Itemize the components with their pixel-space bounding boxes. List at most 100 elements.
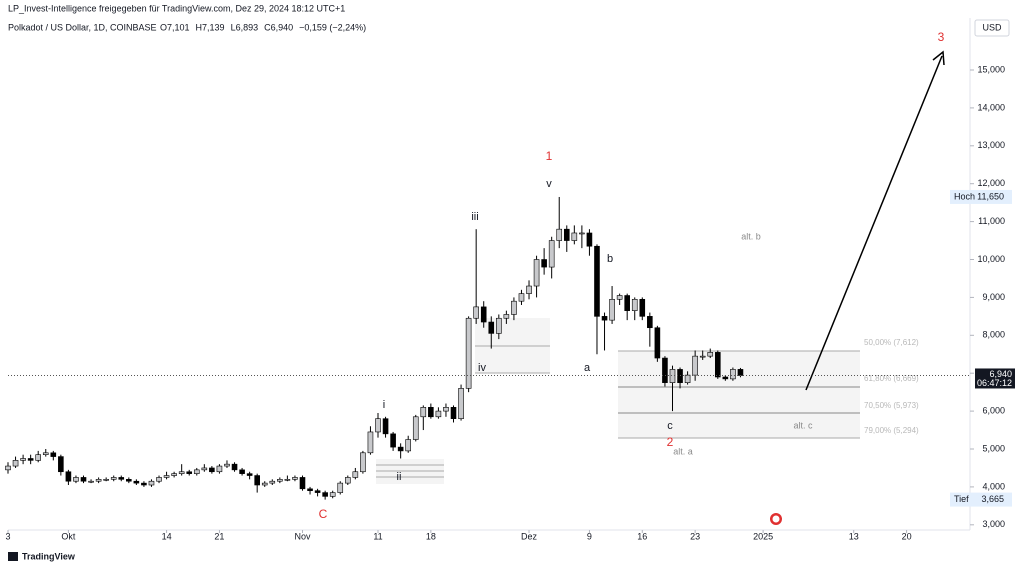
x-tick-label: 21 xyxy=(214,531,224,541)
candle-body xyxy=(458,388,464,419)
candle-body xyxy=(586,232,593,247)
candle-body xyxy=(12,460,19,467)
wave-label: ii xyxy=(397,471,402,483)
candle-body xyxy=(224,463,230,467)
candle-body xyxy=(5,465,11,471)
candle-body xyxy=(390,433,396,448)
candle-body xyxy=(367,431,374,454)
marker-name: Hoch xyxy=(954,191,975,201)
candle-body xyxy=(556,228,563,241)
countdown: 06:47:12 xyxy=(977,378,1012,388)
ohlc-value: O7,101 xyxy=(160,22,190,32)
candle-body xyxy=(375,418,381,433)
candle-body xyxy=(631,298,638,311)
candle-body xyxy=(307,488,313,491)
candle-body xyxy=(156,477,162,482)
wave-label: v xyxy=(546,178,552,190)
candle-body xyxy=(609,298,615,321)
candle-body xyxy=(526,285,532,294)
candle-body xyxy=(594,245,600,317)
candle-body xyxy=(65,471,72,482)
candle-body xyxy=(42,452,49,455)
y-tick-label: 9,000 xyxy=(982,292,1005,302)
y-tick-label: 15,000 xyxy=(977,64,1005,74)
candle-body xyxy=(261,482,268,486)
candle-body xyxy=(511,300,517,315)
brand-logo xyxy=(8,552,18,561)
fib-zone xyxy=(618,351,860,438)
candle-body xyxy=(699,355,706,358)
candle-body xyxy=(488,321,495,334)
candle-body xyxy=(405,439,412,452)
wave-label: 3 xyxy=(938,30,945,44)
x-tick-label: 3 xyxy=(5,531,10,541)
x-tick-label: 13 xyxy=(849,531,859,541)
candle-body xyxy=(269,480,276,484)
y-tick-label: 5,000 xyxy=(982,443,1005,453)
currency[interactable]: USD xyxy=(982,22,1002,32)
candle-body xyxy=(360,452,366,473)
candle-body xyxy=(322,492,328,497)
candle-body xyxy=(730,369,736,380)
candle-body xyxy=(126,479,132,482)
candle-body xyxy=(382,418,389,435)
candle-body xyxy=(193,469,200,474)
candle-body xyxy=(314,490,321,493)
symbol-title: Polkadot / US Dollar, 1D, COINBASE xyxy=(8,22,157,32)
wave-label: a xyxy=(584,362,591,374)
candle-body xyxy=(496,317,502,334)
candle-body xyxy=(428,407,434,418)
wave-label: 1 xyxy=(546,149,553,163)
candle-body xyxy=(465,317,472,389)
x-tick-label: 20 xyxy=(902,531,912,541)
marker-box xyxy=(950,492,1012,507)
y-tick-label: 11,000 xyxy=(978,216,1005,226)
candle-body xyxy=(722,376,729,380)
wave-label: iv xyxy=(478,362,486,374)
candle-body xyxy=(714,352,721,378)
candle-body xyxy=(541,259,547,268)
ohlc-value: L6,893 xyxy=(231,22,259,32)
candle-body xyxy=(337,482,344,493)
candle-body xyxy=(669,369,676,383)
candle-body xyxy=(397,446,404,452)
x-tick-label: Okt xyxy=(61,531,76,541)
wave-label: alt. c xyxy=(793,420,813,430)
last-price: 6,940 xyxy=(989,369,1012,379)
marker-box xyxy=(950,189,1012,204)
ohlc-value: −0,159 (−2,24%) xyxy=(299,22,366,32)
projection-arrow xyxy=(805,55,943,391)
brand: TradingView xyxy=(22,551,76,561)
y-tick-label: 8,000 xyxy=(982,330,1005,340)
x-tick-label: Nov xyxy=(294,531,311,541)
candle-body xyxy=(563,228,570,241)
x-tick-label: 11 xyxy=(373,531,382,541)
wave-label: iii xyxy=(471,211,478,223)
y-tick-label: 10,000 xyxy=(977,254,1005,264)
candle-body xyxy=(707,352,714,357)
ohlc-value: C6,940 xyxy=(264,22,293,32)
x-tick-label: 9 xyxy=(587,531,592,541)
wave-label: c xyxy=(667,420,673,432)
last-price-box xyxy=(975,368,1015,389)
candle-body xyxy=(27,458,34,461)
y-tick-label: 12,000 xyxy=(977,178,1005,188)
candle-body xyxy=(178,471,185,474)
candle-body xyxy=(110,477,117,480)
candle-body xyxy=(58,456,64,473)
candle-body xyxy=(639,298,646,317)
currency-box[interactable] xyxy=(974,19,1010,37)
wave-label: alt. a xyxy=(673,446,693,456)
candle-body xyxy=(579,232,585,235)
candle-body xyxy=(277,479,283,482)
y-tick-label: 4,000 xyxy=(982,481,1005,491)
candle-body xyxy=(103,479,109,481)
y-tick-label: 3,000 xyxy=(982,519,1005,529)
candle-body xyxy=(677,369,683,383)
candle-body xyxy=(344,477,351,484)
candle-body xyxy=(654,327,661,359)
candle-body xyxy=(662,357,668,383)
x-tick-label: 2025 xyxy=(753,531,773,541)
candle-body xyxy=(450,407,457,419)
